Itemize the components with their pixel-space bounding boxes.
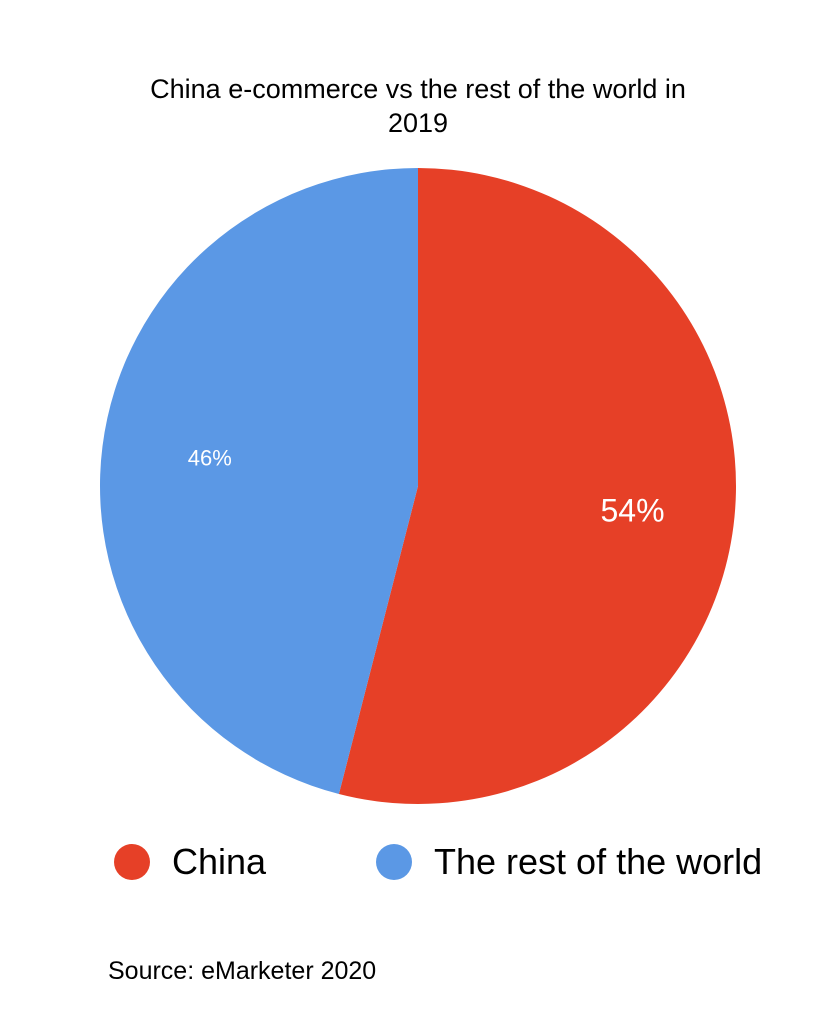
legend-item-china: China — [114, 842, 266, 882]
source-note: Source: eMarketer 2020 — [108, 957, 377, 985]
pie-label-china: 54% — [601, 493, 665, 529]
legend-swatch-rest-of-world — [376, 844, 412, 880]
pie-label-the-rest-of-the-world: 46% — [188, 446, 232, 471]
pie-slice-the-rest-of-the-world — [100, 168, 418, 795]
chart-title-line-2: 2019 — [387, 108, 449, 138]
chart-title: China e-commerce vs the rest of the worl… — [0, 72, 820, 140]
chart-title-line-1: China e-commerce vs the rest of the worl… — [150, 74, 686, 104]
legend-label-rest-of-world: The rest of the world — [434, 841, 763, 882]
pie-slice-china — [338, 168, 737, 804]
legend-swatch-china — [114, 844, 150, 880]
legend-label-china: China — [172, 841, 267, 882]
legend-item-rest-of-world: The rest of the world — [376, 842, 762, 882]
